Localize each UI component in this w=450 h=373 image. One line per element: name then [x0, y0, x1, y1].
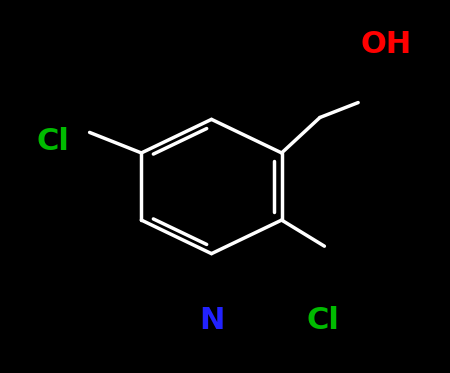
Text: OH: OH [360, 30, 411, 59]
Text: N: N [199, 306, 224, 335]
Text: Cl: Cl [36, 127, 69, 156]
Text: Cl: Cl [306, 306, 339, 335]
